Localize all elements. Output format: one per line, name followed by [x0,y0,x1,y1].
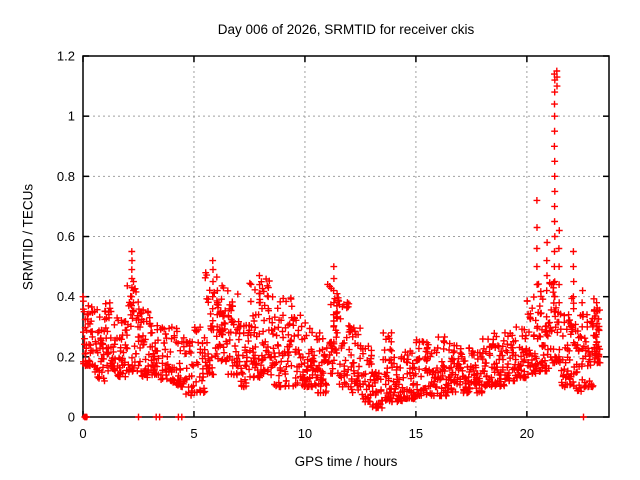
y-axis-label: SRMTID / TECUs [20,183,36,291]
y-tick-label: 1.2 [57,49,75,64]
x-tick-label: 20 [520,426,534,441]
x-tick-label: 10 [298,426,312,441]
x-tick-label: 15 [409,426,423,441]
y-tick-label: 0.6 [57,229,75,244]
y-tick-label: 0 [68,410,75,425]
y-tick-label: 0.2 [57,349,75,364]
y-tick-label: 1 [68,109,75,124]
origin-marker [82,414,88,420]
chart-title: Day 006 of 2026, SRMTID for receiver cki… [217,22,475,37]
x-tick-label: 5 [190,426,197,441]
x-axis-label: GPS time / hours [294,454,398,469]
plot-border [82,55,610,418]
x-tick-label: 0 [79,426,86,441]
y-tick-label: 0.8 [57,169,75,184]
scatter-points [79,67,604,421]
y-tick-label: 0.4 [57,289,75,304]
